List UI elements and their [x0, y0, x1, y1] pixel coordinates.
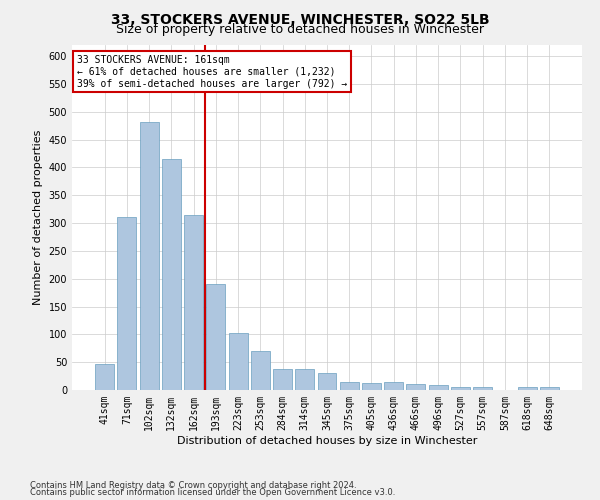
- Bar: [295, 369, 314, 390]
- Bar: [184, 216, 203, 390]
- Bar: [406, 384, 425, 390]
- X-axis label: Distribution of detached houses by size in Winchester: Distribution of detached houses by size …: [177, 436, 477, 446]
- Text: 33 STOCKERS AVENUE: 161sqm
← 61% of detached houses are smaller (1,232)
39% of s: 33 STOCKERS AVENUE: 161sqm ← 61% of deta…: [77, 56, 347, 88]
- Bar: [473, 386, 492, 390]
- Bar: [540, 387, 559, 390]
- Bar: [451, 387, 470, 390]
- Text: Contains HM Land Registry data © Crown copyright and database right 2024.: Contains HM Land Registry data © Crown c…: [30, 480, 356, 490]
- Bar: [140, 122, 158, 390]
- Y-axis label: Number of detached properties: Number of detached properties: [33, 130, 43, 305]
- Bar: [340, 382, 359, 390]
- Bar: [273, 369, 292, 390]
- Bar: [518, 387, 536, 390]
- Bar: [429, 385, 448, 390]
- Text: Contains public sector information licensed under the Open Government Licence v3: Contains public sector information licen…: [30, 488, 395, 497]
- Bar: [229, 332, 248, 390]
- Bar: [362, 384, 381, 390]
- Bar: [118, 217, 136, 390]
- Text: Size of property relative to detached houses in Winchester: Size of property relative to detached ho…: [116, 22, 484, 36]
- Text: 33, STOCKERS AVENUE, WINCHESTER, SO22 5LB: 33, STOCKERS AVENUE, WINCHESTER, SO22 5L…: [110, 12, 490, 26]
- Bar: [384, 382, 403, 390]
- Bar: [251, 351, 270, 390]
- Bar: [206, 284, 225, 390]
- Bar: [317, 374, 337, 390]
- Bar: [162, 158, 181, 390]
- Bar: [95, 364, 114, 390]
